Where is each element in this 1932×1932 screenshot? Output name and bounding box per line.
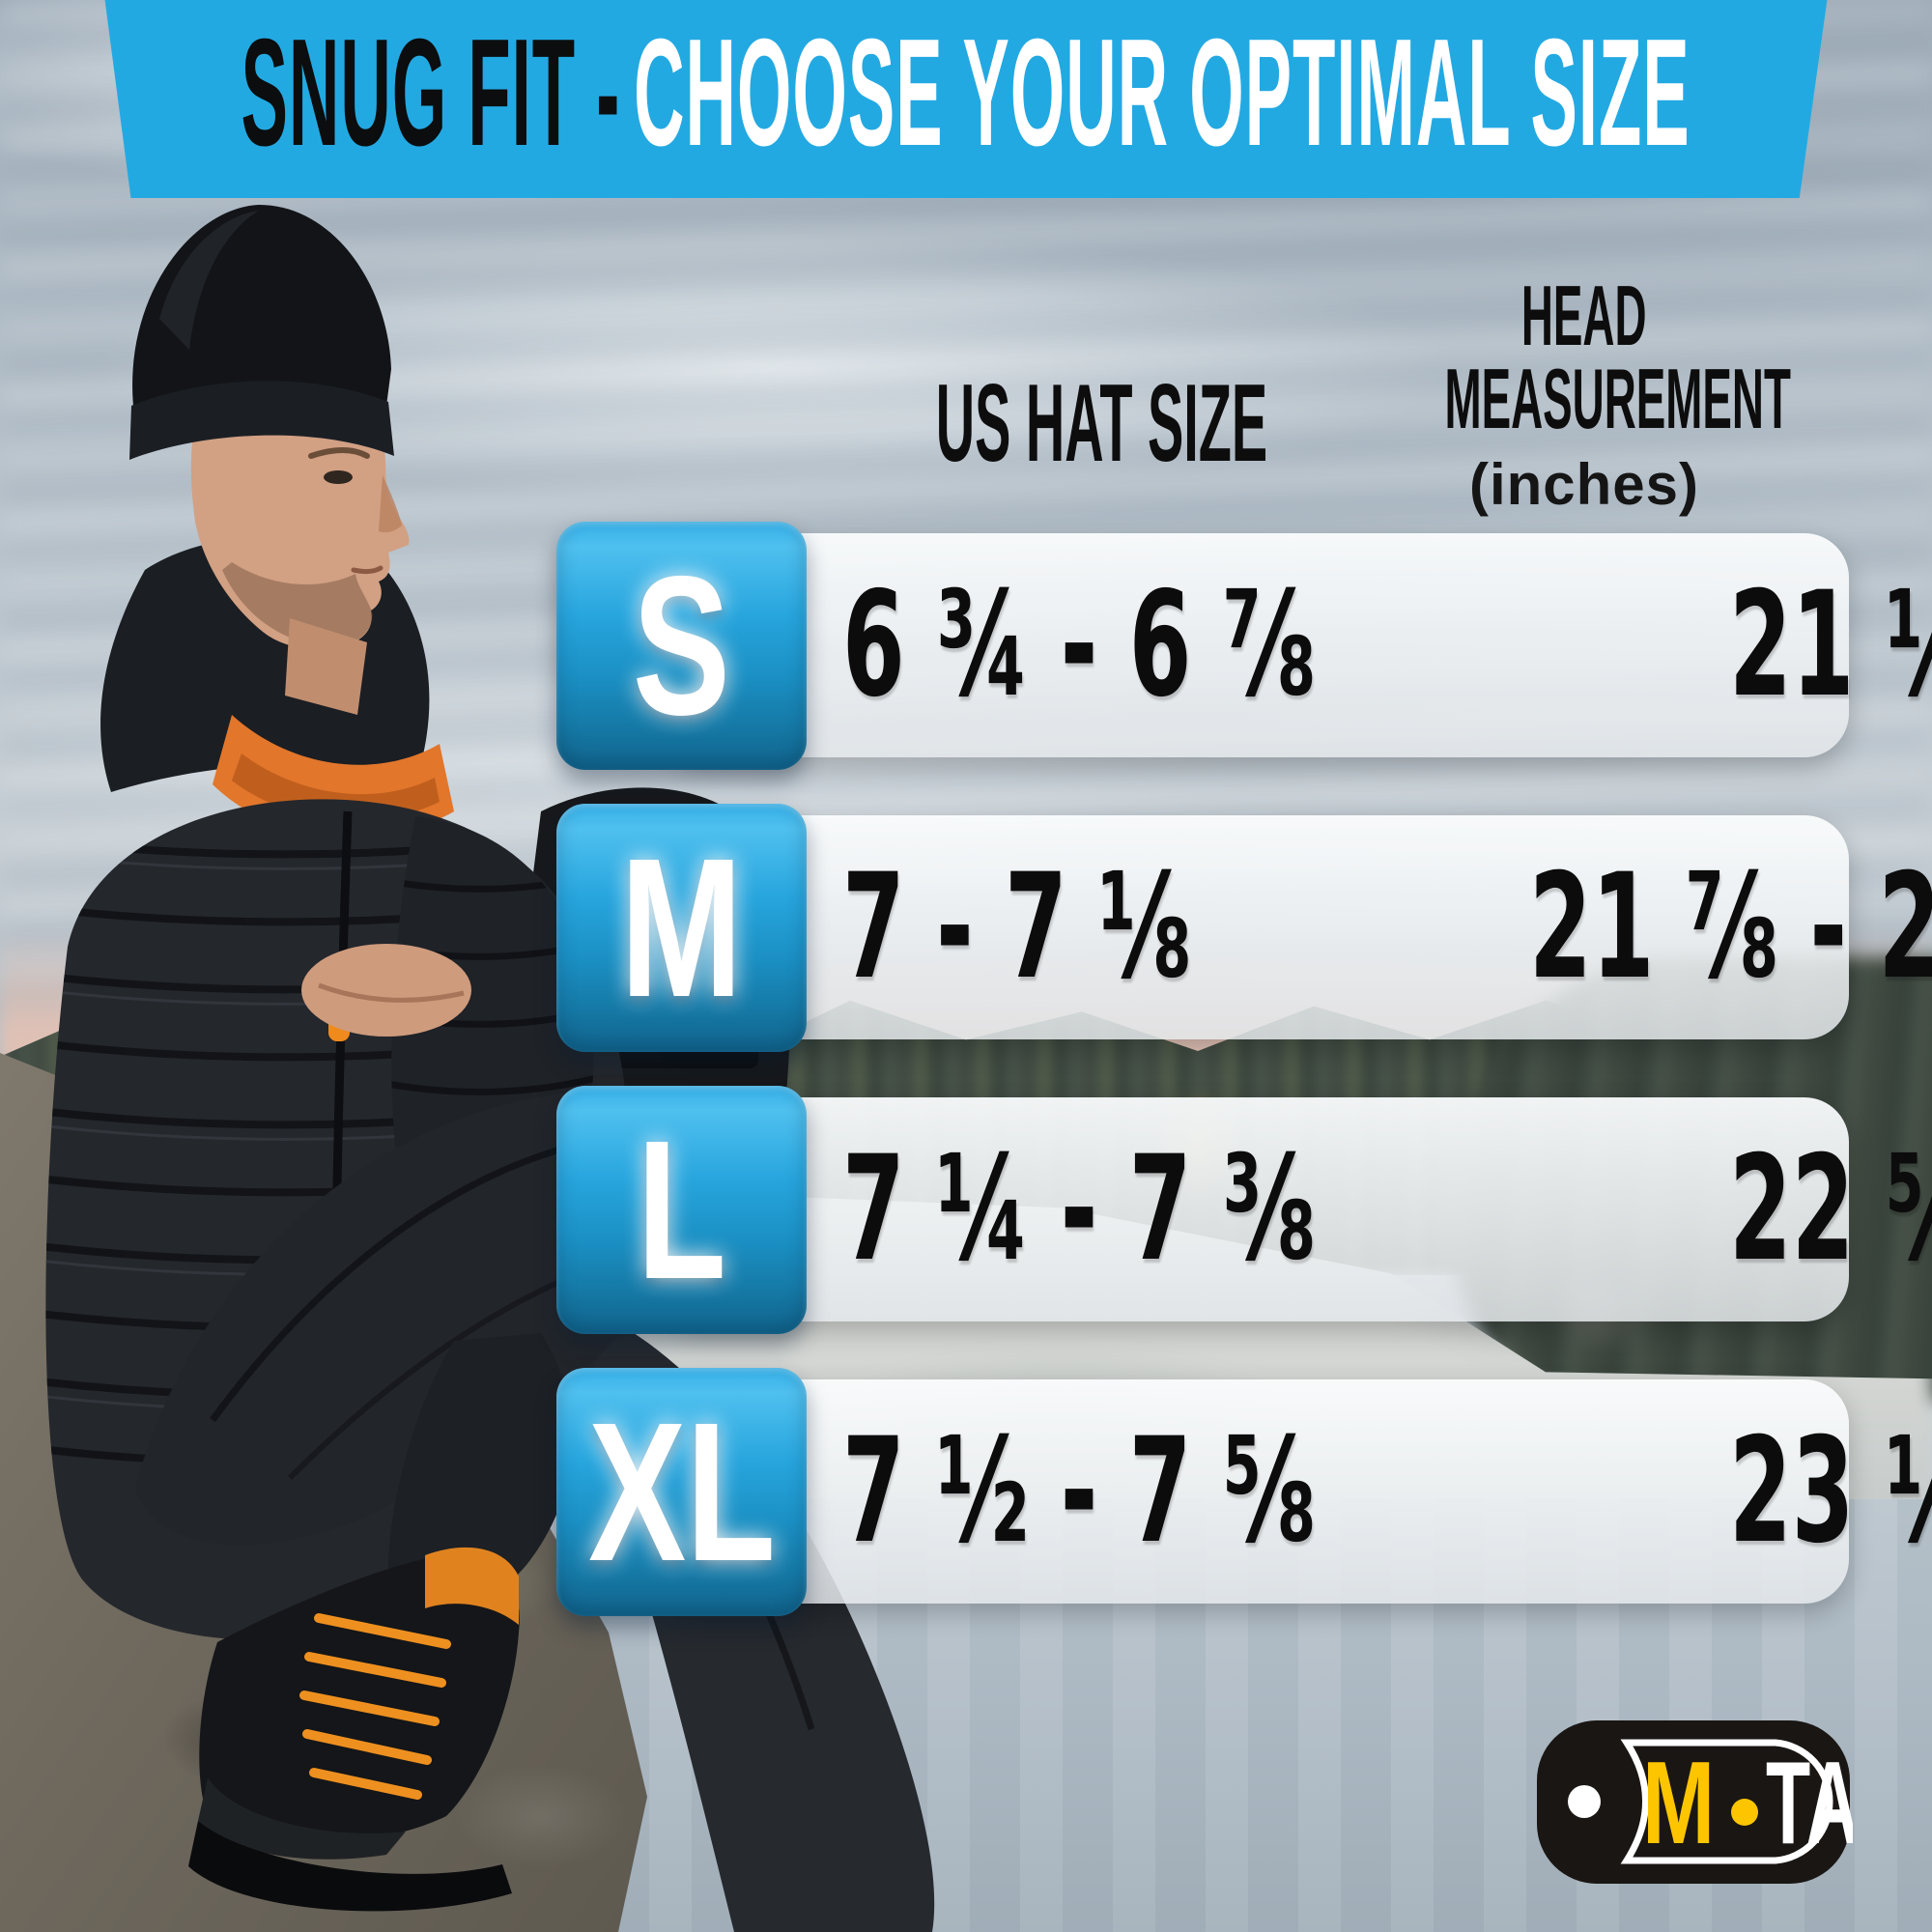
title-banner: SNUG FIT -CHOOSE YOUR OPTIMAL SIZE	[104, 0, 1828, 198]
table-row-l: 7 ¼ - 7 ⅜ 22 ⅝ - 23 L	[0, 1086, 1932, 1337]
hands	[301, 944, 471, 1037]
row-panel: 7 - 7 ⅛ 21 ⅞ - 22 ¼	[676, 815, 1932, 1039]
size-badge-l: L	[556, 1086, 807, 1334]
logo-m: M	[1642, 1737, 1715, 1868]
beanie-hat	[129, 205, 394, 460]
head-label-line1: HEAD	[1521, 268, 1647, 363]
banner-text: SNUG FIT -CHOOSE YOUR OPTIMAL SIZE	[242, 16, 1690, 169]
size-badge-label: L	[637, 1099, 726, 1321]
column-header-us-hat-size: US HAT SIZE	[935, 362, 1268, 485]
head-unit-label: (inches)	[1468, 452, 1700, 518]
banner-prefix: SNUG FIT -	[241, 7, 621, 178]
banner-title: CHOOSE YOUR OPTIMAL SIZE	[634, 7, 1691, 178]
column-header-head-measurement: HEAD MEASUREMENT (inches)	[1285, 268, 1884, 518]
face	[190, 400, 410, 715]
head-measurement-value: 23 ½ - 23 ⅞	[1729, 1407, 1932, 1576]
logo-dogtag	[1537, 1720, 1850, 1884]
row-panel: 7 ¼ - 7 ⅜ 22 ⅝ - 23	[676, 1097, 1932, 1321]
head-measurement-value: 22 ⅝ - 23	[1729, 1125, 1932, 1293]
us-hat-size-value: 7 - 7 ⅛	[842, 843, 1192, 1011]
pants-shin	[387, 1333, 573, 1619]
us-hat-size-value: 7 ½ - 7 ⅝	[842, 1407, 1317, 1576]
row-panel: 7 ½ - 7 ⅝ 23 ½ - 23 ⅞	[676, 1379, 1932, 1604]
table-row-m: 7 - 7 ⅛ 21 ⅞ - 22 ¼ M	[0, 804, 1932, 1055]
table-row-xl: 7 ½ - 7 ⅝ 23 ½ - 23 ⅞ XL	[0, 1368, 1932, 1619]
table-row-s: 6 ¾ - 6 ⅞ 21 ⅛ - 21 ½ S	[0, 522, 1932, 773]
size-badge-xl: XL	[556, 1368, 807, 1616]
head-measurement-value: 21 ⅞ - 22 ¼	[1528, 843, 1932, 1011]
size-badge-label: XL	[587, 1381, 776, 1603]
row-panel: 6 ¾ - 6 ⅞ 21 ⅛ - 21 ½	[676, 533, 1932, 757]
size-badge-label: S	[632, 535, 731, 756]
size-badge-m: M	[556, 804, 807, 1052]
mtac-logo: M TAC	[1537, 1720, 1853, 1884]
head-measurement-value: 21 ⅛ - 21 ½	[1729, 561, 1932, 729]
us-hat-size-value: 6 ¾ - 6 ⅞	[842, 561, 1317, 729]
logo-tac: TAC	[1766, 1736, 1853, 1868]
logo-hole	[1568, 1785, 1601, 1818]
us-hat-size-value: 7 ¼ - 7 ⅜	[842, 1125, 1317, 1293]
logo-inner-outline	[1620, 1739, 1833, 1864]
logo-separator-dot	[1731, 1799, 1758, 1826]
size-badge-label: M	[620, 817, 743, 1038]
head-label-line2: MEASUREMENT	[1444, 351, 1791, 447]
hiking-boot	[188, 1547, 520, 1912]
size-badge-s: S	[556, 522, 807, 770]
